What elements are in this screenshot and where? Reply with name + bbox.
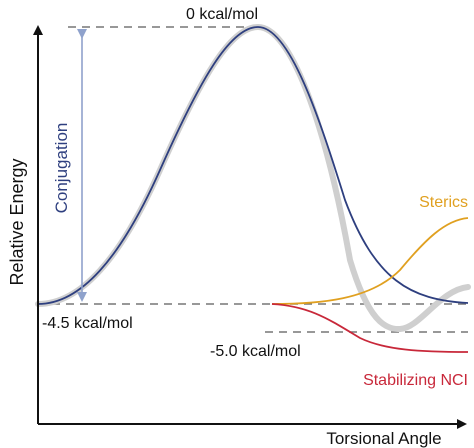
stabilizing-nci-curve: [271, 303, 469, 353]
energy-label-conjugation-min: -4.5 kcal/mol: [42, 315, 133, 332]
total-energy-curve: [35, 23, 471, 333]
stabilizing-nci-label: Stabilizing NCI: [363, 372, 468, 389]
energy-label-nci-min: -5.0 kcal/mol: [210, 343, 301, 360]
x-axis-label: Torsional Angle: [326, 429, 441, 448]
conjugation-curve: [37, 26, 469, 305]
energy-label-top: 0 kcal/mol: [186, 6, 258, 23]
sterics-curve: [271, 217, 469, 305]
sterics-label: Sterics: [419, 194, 468, 211]
y-axis-label: Relative Energy: [7, 158, 27, 285]
conjugation-label: Conjugation: [52, 123, 71, 214]
